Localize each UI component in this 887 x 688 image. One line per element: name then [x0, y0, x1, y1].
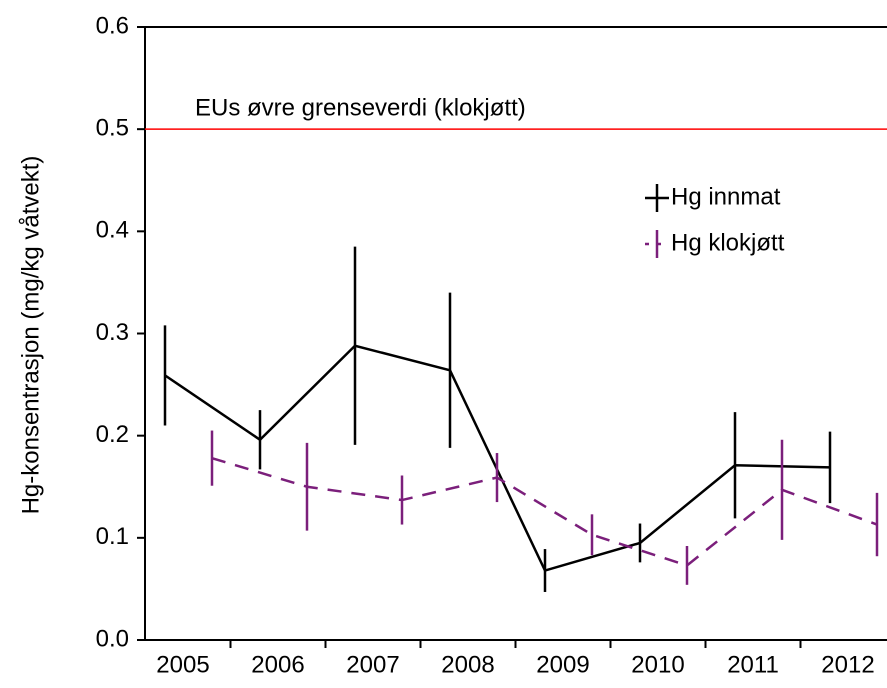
y-tick-label: 0.6	[96, 12, 129, 39]
y-tick-label: 0.2	[96, 421, 129, 448]
x-tick-label: 2009	[536, 651, 589, 678]
x-tick-label: 2011	[727, 651, 779, 678]
x-tick-label: 2006	[251, 651, 304, 678]
y-tick-label: 0.4	[96, 217, 129, 244]
x-tick-label: 2010	[631, 651, 684, 678]
legend-label: Hg innmat	[671, 183, 781, 210]
y-tick-label: 0.0	[96, 625, 129, 652]
reference-label: EUs øvre grenseverdi (klokjøtt)	[195, 95, 526, 122]
y-tick-label: 0.5	[96, 115, 129, 142]
y-tick-label: 0.1	[96, 523, 129, 550]
x-tick-label: 2007	[346, 651, 399, 678]
y-axis-label: Hg-konsentrasjon (mg/kg våtvekt)	[17, 156, 44, 515]
series-line	[211, 456, 878, 567]
x-tick-label: 2008	[441, 651, 494, 678]
x-tick-label: 2005	[156, 651, 209, 678]
x-tick-label: 2012	[821, 651, 874, 678]
legend-label: Hg klokjøtt	[671, 229, 785, 256]
y-tick-label: 0.3	[96, 319, 129, 346]
